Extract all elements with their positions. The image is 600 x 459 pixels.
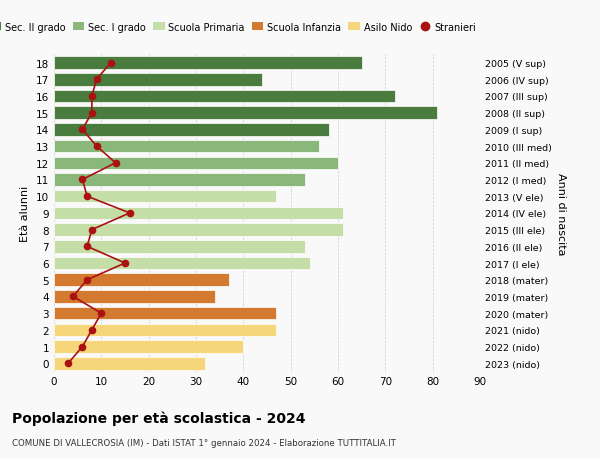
Text: COMUNE DI VALLECROSIA (IM) - Dati ISTAT 1° gennaio 2024 - Elaborazione TUTTITALI: COMUNE DI VALLECROSIA (IM) - Dati ISTAT …	[12, 438, 396, 448]
Y-axis label: Età alunni: Età alunni	[20, 185, 31, 241]
Bar	[54, 90, 395, 103]
Bar	[54, 174, 305, 186]
Bar	[54, 124, 329, 136]
Text: Popolazione per età scolastica - 2024: Popolazione per età scolastica - 2024	[12, 411, 305, 425]
Y-axis label: Anni di nascita: Anni di nascita	[556, 172, 566, 255]
Bar	[54, 274, 229, 286]
Bar	[54, 257, 310, 270]
Bar	[54, 324, 277, 336]
Bar	[54, 140, 319, 153]
Bar	[54, 57, 362, 70]
Bar	[54, 224, 343, 236]
Bar	[54, 307, 277, 320]
Bar	[54, 157, 338, 170]
Legend: Sec. II grado, Sec. I grado, Scuola Primaria, Scuola Infanzia, Asilo Nido, Stran: Sec. II grado, Sec. I grado, Scuola Prim…	[0, 19, 480, 37]
Bar	[54, 207, 343, 220]
Bar	[54, 74, 262, 86]
Bar	[54, 190, 277, 203]
Bar	[54, 241, 305, 253]
Bar	[54, 291, 215, 303]
Bar	[54, 357, 205, 369]
Bar	[54, 341, 244, 353]
Bar	[54, 107, 437, 120]
